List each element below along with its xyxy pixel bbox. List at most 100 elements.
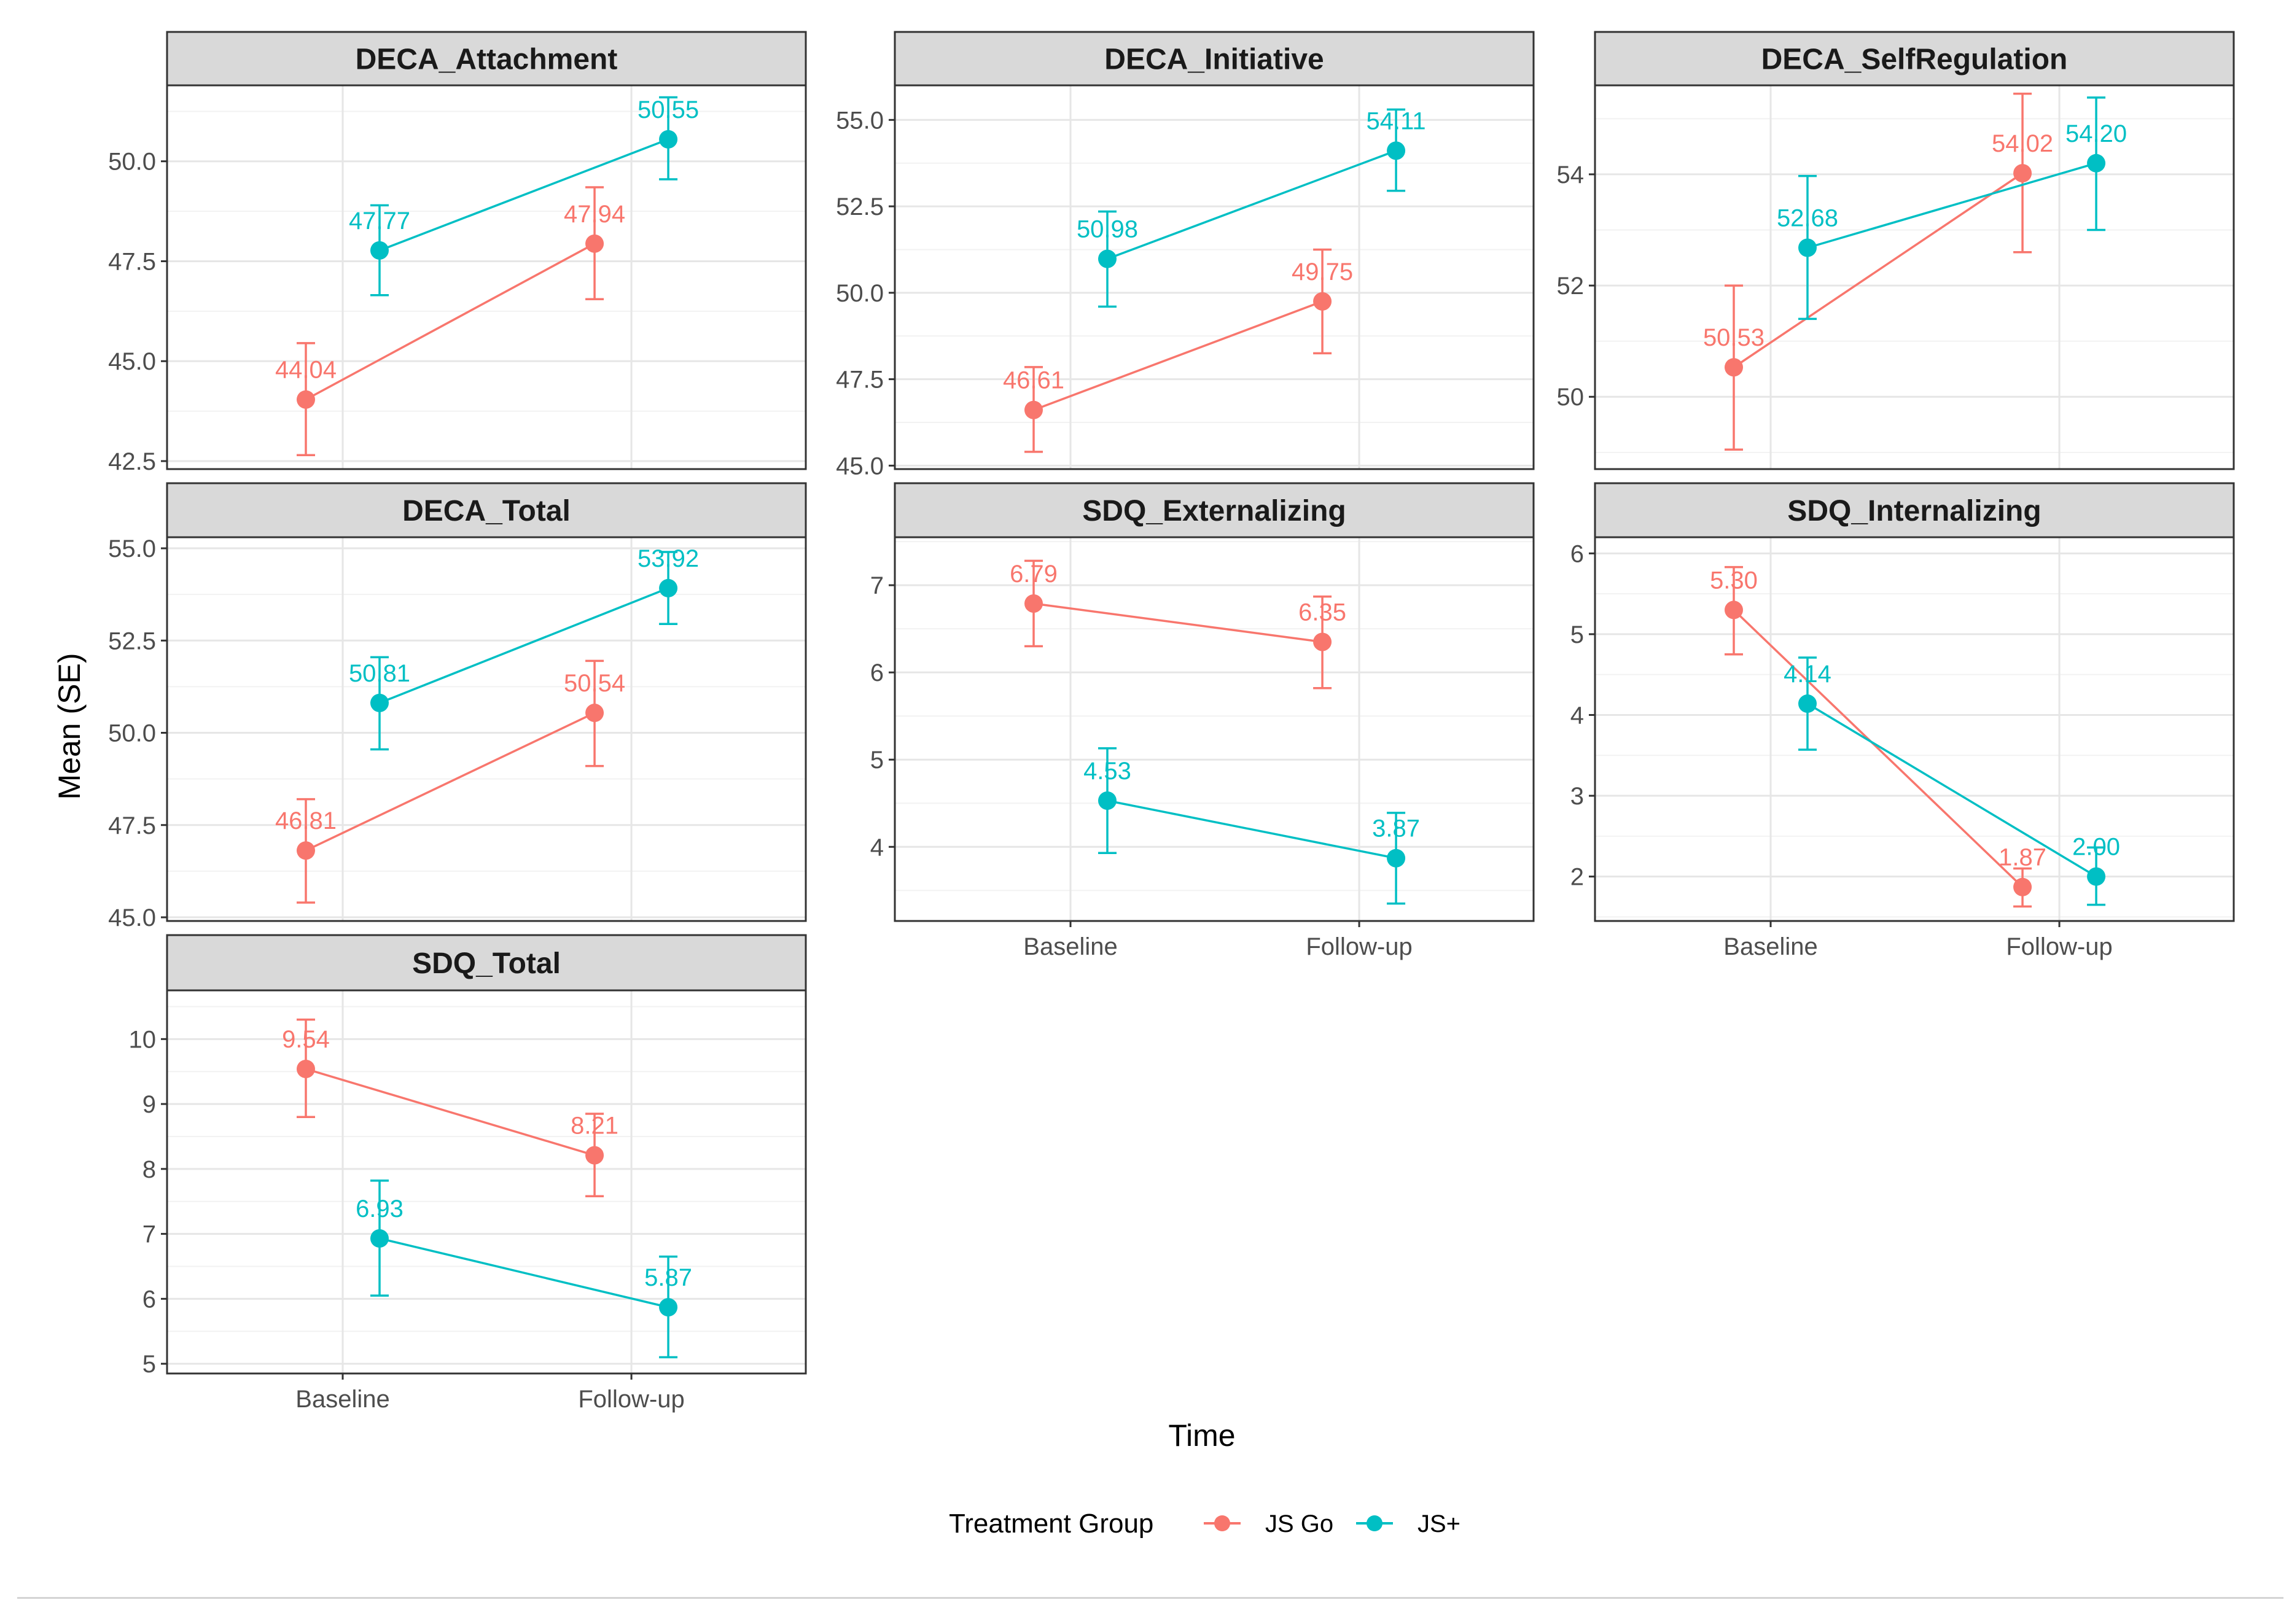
y-tick-label: 4 xyxy=(1570,702,1584,729)
legend: Treatment Group JS Go JS+ xyxy=(949,1509,1460,1539)
series-line xyxy=(305,1068,595,1157)
data-label: 2.00 xyxy=(2072,834,2120,861)
y-tick-label: 2 xyxy=(1570,864,1584,891)
panel-border xyxy=(166,536,807,922)
panel-deca-initiative: 45.0 47.5 50.0 52.5 55.0 DECA_Initiative 46.61… xyxy=(836,31,1535,480)
y-axis-title: Mean (SE) xyxy=(52,653,87,800)
y-tick-label: 6 xyxy=(142,1286,156,1313)
data-label: 46.81 xyxy=(275,807,337,834)
y-tick-label: 5 xyxy=(870,747,884,774)
series-line xyxy=(305,712,595,852)
data-label: 5.30 xyxy=(1710,567,1758,594)
data-label: 4.53 xyxy=(1083,758,1131,785)
data-label: 50.55 xyxy=(638,96,699,123)
data-label: 6.79 xyxy=(1010,561,1058,588)
data-label: 53.92 xyxy=(638,545,699,572)
series-line xyxy=(1107,149,1397,260)
data-point xyxy=(659,578,678,597)
data-point xyxy=(297,390,315,409)
data-point xyxy=(1313,632,1332,651)
y-tick-label: 54 xyxy=(1557,161,1585,188)
data-point xyxy=(297,841,315,860)
data-label: 1.87 xyxy=(1998,844,2046,871)
y-tick-label: 5 xyxy=(142,1351,156,1378)
data-point xyxy=(1725,358,1743,377)
facet-title: DECA_Total xyxy=(402,495,571,527)
x-tick-label: Follow-up xyxy=(2006,933,2112,960)
data-point xyxy=(1387,849,1406,868)
series-line xyxy=(379,1237,669,1308)
data-point xyxy=(585,1146,604,1165)
data-point xyxy=(1313,292,1332,311)
facet-strip xyxy=(1594,31,2235,87)
y-tick-label: 7 xyxy=(870,572,884,599)
x-tick-label: Baseline xyxy=(1023,933,1117,960)
series-line xyxy=(379,587,669,704)
series-line xyxy=(1033,300,1323,411)
data-label: 49.75 xyxy=(1292,258,1353,286)
data-label: 54.02 xyxy=(1992,130,2053,157)
facet-strip xyxy=(894,482,1535,538)
panel-sdq-internalizing: 2 3 4 5 6 SDQ_Internalizing 5.30 1.87 4.14 2.00 Ba… xyxy=(1570,482,2235,960)
data-label: 6.93 xyxy=(356,1195,404,1222)
y-tick-label: 7 xyxy=(142,1221,156,1248)
y-tick-label: 50.0 xyxy=(108,149,156,176)
data-point xyxy=(1098,249,1117,268)
facet-title: SDQ_Total xyxy=(412,947,561,980)
data-point xyxy=(585,704,604,723)
x-axis-title: Time xyxy=(1168,1418,1235,1453)
series-js-go: 6.79 6.35 xyxy=(1010,559,1346,690)
series-js: 52.68 54.20 xyxy=(1777,96,2127,321)
y-tick-label: 4 xyxy=(870,834,884,861)
data-point xyxy=(1024,594,1043,613)
data-label: 52.68 xyxy=(1777,204,1838,231)
footer-rule xyxy=(17,1597,2283,1599)
data-point xyxy=(659,1298,678,1317)
data-label: 50.54 xyxy=(564,670,625,697)
y-tick-label: 6 xyxy=(1570,540,1584,567)
data-point xyxy=(659,130,678,149)
y-tick-label: 45.0 xyxy=(836,453,884,480)
legend-key-point-js-plus xyxy=(1367,1515,1382,1531)
y-tick-label: 6 xyxy=(870,659,884,686)
facet-title: DECA_Initiative xyxy=(1104,44,1324,76)
y-tick-label: 45.0 xyxy=(108,348,156,375)
y-tick-label: 50.0 xyxy=(836,280,884,307)
series-line xyxy=(1733,609,2024,888)
data-label: 47.77 xyxy=(349,208,410,235)
data-point xyxy=(1725,600,1743,620)
data-label: 47.94 xyxy=(564,201,625,228)
facet-strip xyxy=(894,31,1535,87)
series-line xyxy=(1733,172,2024,368)
panel-sdq-externalizing: 4 5 6 7 SDQ_Externalizing 6.79 6.35 4.53 3.87 Bas… xyxy=(870,482,1535,960)
facet-strip xyxy=(166,31,807,87)
series-js-go: 5.30 1.87 xyxy=(1710,565,2046,908)
data-point xyxy=(370,241,389,260)
series-js-go: 50.53 54.02 xyxy=(1703,92,2053,451)
y-tick-label: 55.0 xyxy=(836,107,884,134)
data-point xyxy=(2013,164,2032,183)
y-tick-label: 3 xyxy=(1570,783,1584,810)
data-label: 3.87 xyxy=(1372,815,1420,842)
y-tick-label: 5 xyxy=(1570,621,1584,648)
series-js: 6.93 5.87 xyxy=(356,1179,692,1359)
y-tick-label: 42.5 xyxy=(108,448,156,475)
series-line xyxy=(1807,702,2097,878)
panel-deca-total: 45.0 47.5 50.0 52.5 55.0 DECA_Total 46.81 50.54… xyxy=(108,482,807,931)
data-point xyxy=(1024,400,1043,419)
panel-border xyxy=(1594,536,2235,922)
series-js-go: 44.04 47.94 xyxy=(275,186,625,456)
data-point xyxy=(1798,238,1817,257)
data-point xyxy=(1098,791,1117,810)
series-js-go: 46.81 50.54 xyxy=(275,659,625,904)
data-point xyxy=(1387,141,1406,160)
data-point xyxy=(585,234,604,253)
data-point xyxy=(370,1229,389,1248)
y-tick-label: 10 xyxy=(129,1026,157,1053)
y-tick-label: 55.0 xyxy=(108,535,156,562)
data-point xyxy=(297,1059,315,1078)
panel-border xyxy=(894,84,1535,470)
series-js: 50.81 53.92 xyxy=(349,545,699,751)
series-js: 50.98 54.11 xyxy=(1077,107,1426,308)
